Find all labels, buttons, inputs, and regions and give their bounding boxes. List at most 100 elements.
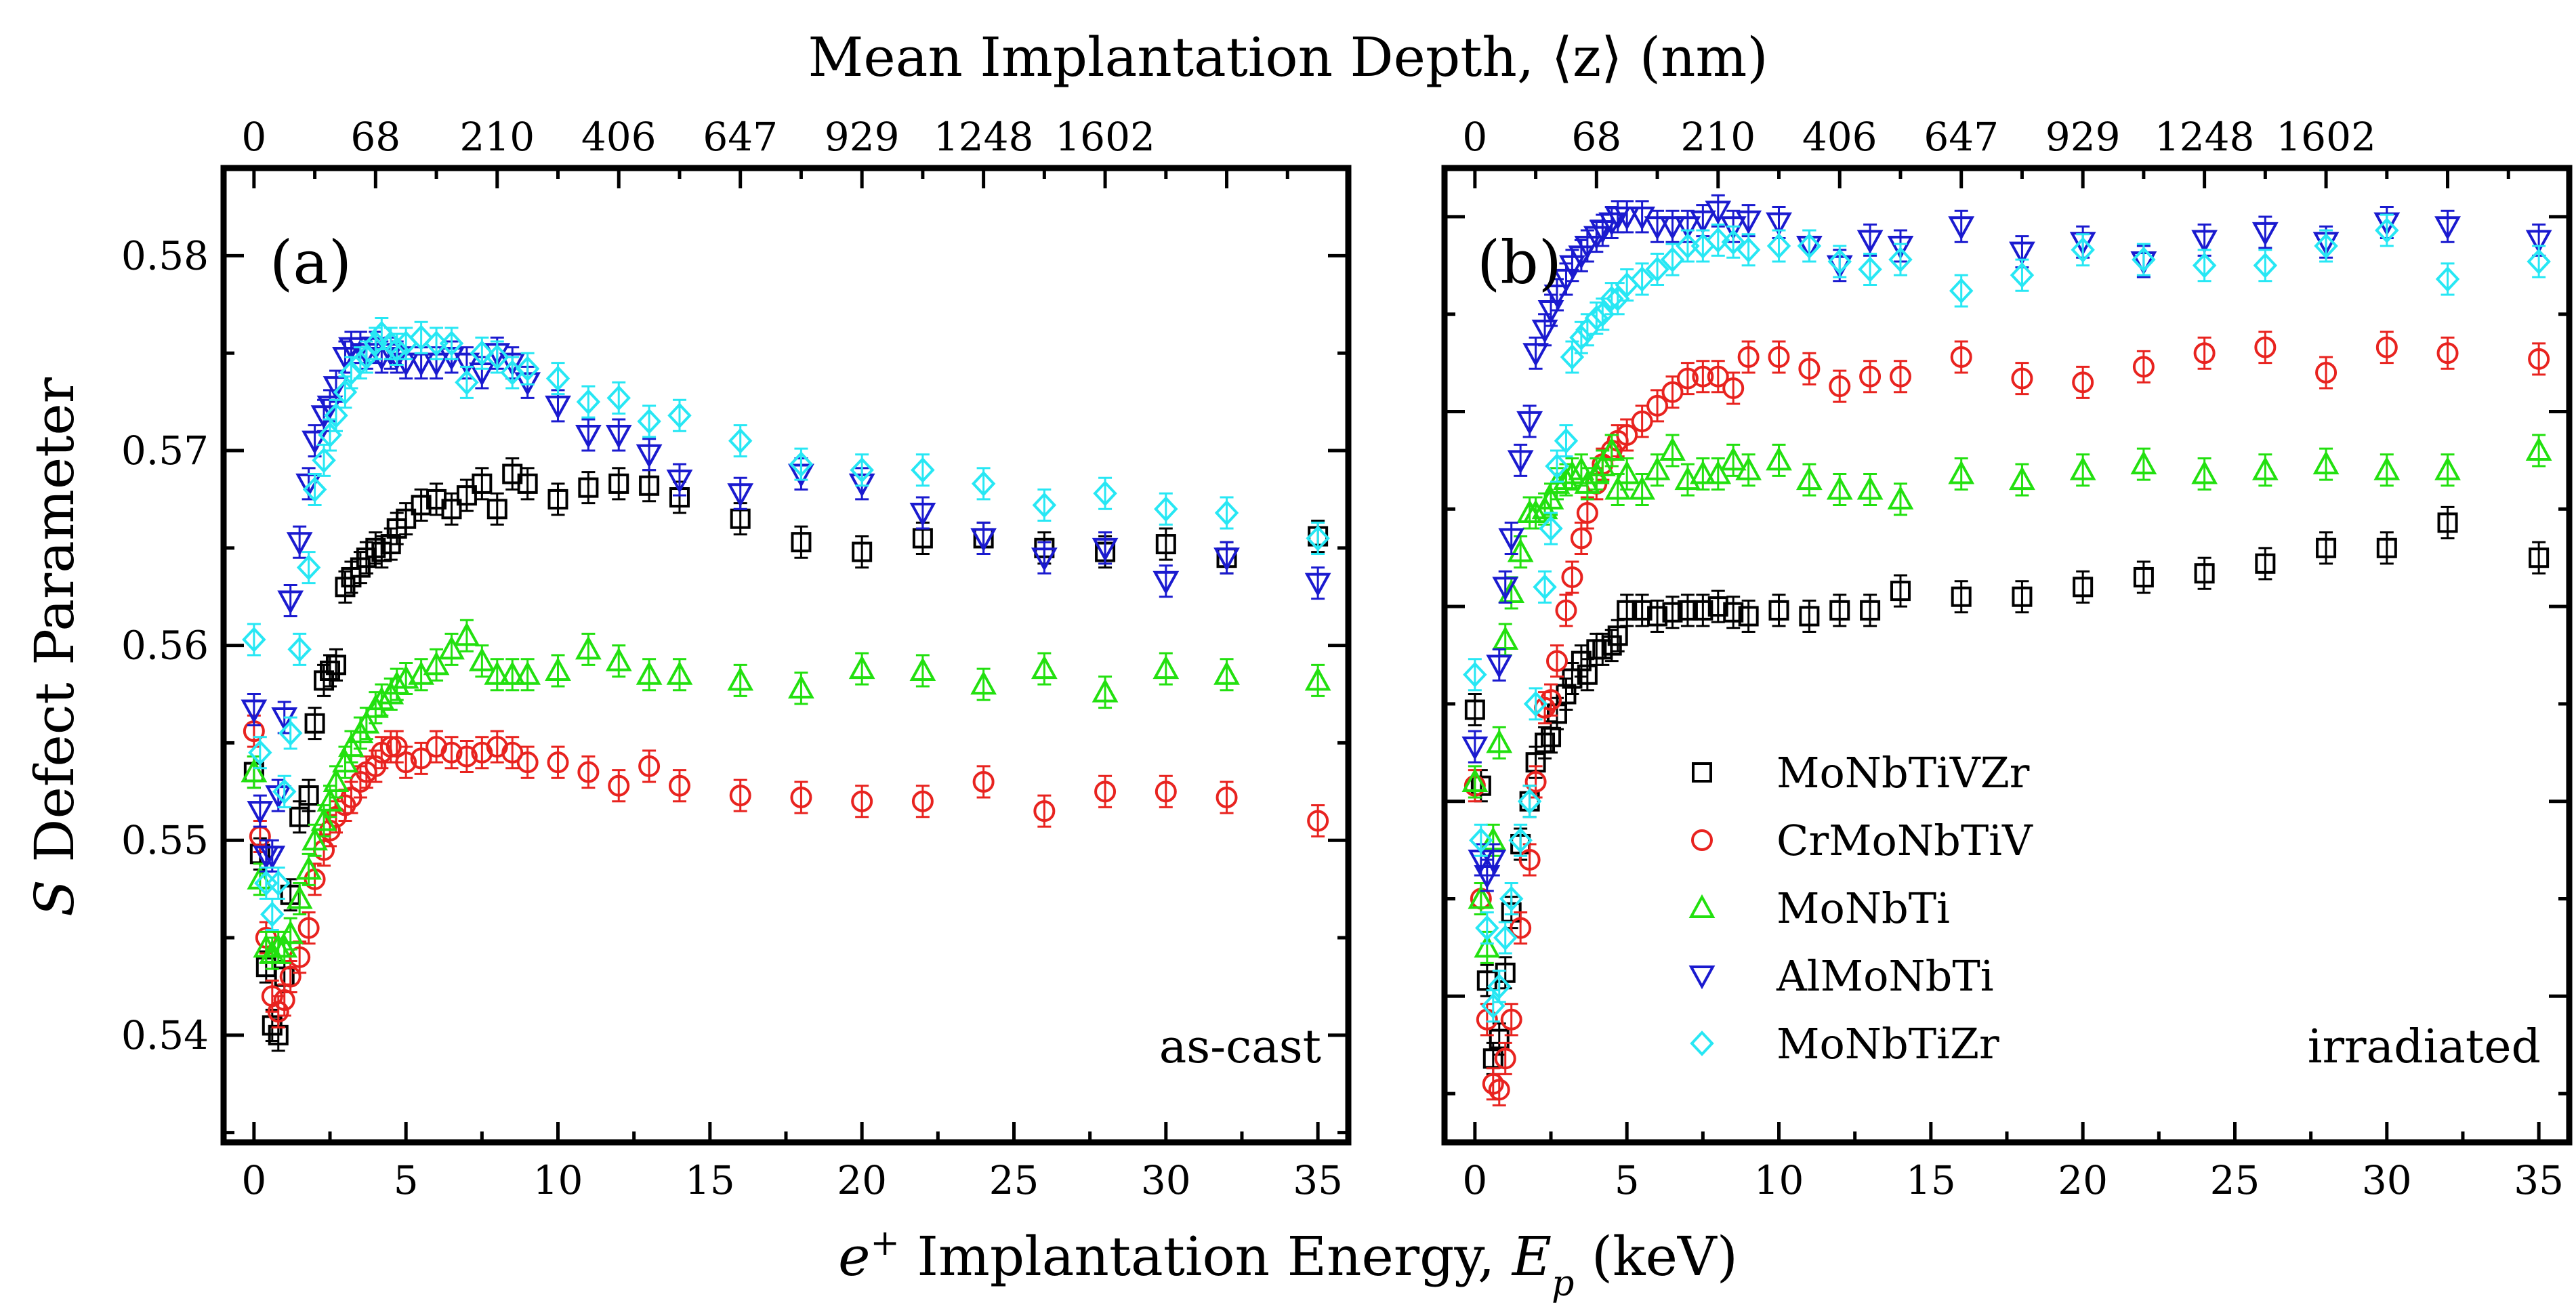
data-point bbox=[302, 827, 328, 851]
y-tick-label: 0.55 bbox=[121, 817, 209, 863]
data-point bbox=[2525, 230, 2552, 254]
data-point bbox=[911, 790, 934, 812]
error-bar bbox=[1580, 496, 1594, 530]
data-point bbox=[2315, 361, 2338, 383]
error-bar bbox=[1098, 774, 1113, 808]
top-tick-label: 1248 bbox=[2155, 114, 2255, 160]
error-bar bbox=[1680, 594, 1695, 627]
series-MoNbTiVZr bbox=[243, 457, 1329, 1052]
data-point bbox=[2253, 252, 2278, 278]
data-point bbox=[304, 713, 325, 734]
data-point bbox=[1576, 502, 1598, 524]
data-point bbox=[1856, 476, 1884, 500]
data-point bbox=[788, 674, 814, 699]
top-tick-label: 0 bbox=[241, 114, 266, 160]
data-point bbox=[1799, 606, 1820, 627]
error-bar bbox=[1574, 521, 1588, 555]
data-point bbox=[1887, 236, 1914, 260]
data-point bbox=[608, 473, 629, 494]
data-point bbox=[791, 532, 812, 553]
data-point bbox=[1629, 476, 1656, 500]
data-point bbox=[1555, 599, 1577, 621]
data-point bbox=[545, 657, 571, 682]
data-point bbox=[1948, 460, 1975, 484]
data-point bbox=[484, 661, 511, 685]
data-point bbox=[1304, 573, 1331, 597]
data-point bbox=[1533, 574, 1557, 600]
data-point bbox=[605, 647, 632, 671]
data-point bbox=[2375, 336, 2398, 358]
error-bar bbox=[444, 736, 459, 770]
data-point bbox=[1890, 581, 1911, 602]
data-point bbox=[1031, 547, 1058, 572]
error-bar bbox=[1037, 794, 1052, 828]
data-point bbox=[1559, 460, 1585, 484]
panel-a-frame bbox=[220, 165, 1352, 1146]
data-point bbox=[666, 470, 693, 494]
legend-marker bbox=[1692, 762, 1712, 783]
data-point bbox=[1644, 456, 1671, 480]
data-point bbox=[2010, 262, 2035, 289]
error-bar bbox=[2136, 560, 2151, 594]
data-point bbox=[515, 356, 540, 382]
error-bar bbox=[1833, 369, 1847, 403]
data-point bbox=[545, 395, 571, 420]
data-point bbox=[1213, 661, 1240, 685]
data-point bbox=[667, 402, 692, 429]
data-point bbox=[729, 785, 751, 807]
error-bar bbox=[2319, 531, 2333, 565]
data-point bbox=[1613, 460, 1640, 484]
error-bar bbox=[2015, 580, 2029, 614]
error-bar bbox=[612, 769, 626, 803]
error-bar bbox=[2440, 505, 2455, 539]
data-point bbox=[1487, 973, 1512, 999]
error-bar bbox=[1893, 574, 1907, 608]
error-bar bbox=[1480, 963, 1494, 997]
data-point bbox=[2009, 466, 2035, 491]
data-point bbox=[324, 402, 348, 429]
data-point bbox=[2191, 230, 2218, 254]
data-point bbox=[1522, 499, 1549, 524]
data-point bbox=[2194, 563, 2215, 584]
top-tick-label: 929 bbox=[2045, 114, 2121, 160]
data-point bbox=[326, 654, 346, 676]
data-point bbox=[1304, 667, 1331, 691]
error-bar bbox=[459, 478, 474, 512]
data-point bbox=[1590, 301, 1615, 327]
data-point bbox=[2525, 436, 2552, 461]
data-point bbox=[411, 495, 432, 516]
error-bar bbox=[612, 467, 626, 501]
bottom-axis-title-plus: + bbox=[870, 1223, 900, 1264]
data-point bbox=[365, 755, 387, 777]
data-point bbox=[576, 389, 601, 415]
data-point bbox=[312, 447, 336, 474]
data-point bbox=[1306, 525, 1330, 552]
series-MoNbTi bbox=[1461, 434, 2552, 964]
data-point bbox=[2436, 342, 2459, 365]
series-MoNbTiZr bbox=[242, 316, 1330, 932]
data-point bbox=[298, 785, 319, 806]
data-point bbox=[1531, 319, 1558, 344]
data-point bbox=[1598, 436, 1625, 461]
top-tick-label: 1602 bbox=[2276, 114, 2376, 160]
data-point bbox=[1545, 453, 1569, 479]
error-bar bbox=[1863, 594, 1877, 627]
data-point bbox=[1522, 343, 1549, 367]
data-point bbox=[1629, 266, 1655, 292]
data-point bbox=[1498, 528, 1525, 552]
error-bar bbox=[1772, 594, 1786, 627]
error-bar bbox=[1802, 599, 1816, 633]
data-point bbox=[1469, 827, 1493, 854]
error-bar bbox=[2380, 331, 2394, 365]
data-point bbox=[1461, 736, 1489, 761]
legend-entry: AlMoNbTi bbox=[1688, 951, 1994, 1001]
x-tick-label: 15 bbox=[685, 1157, 735, 1203]
data-point bbox=[636, 444, 663, 468]
data-point bbox=[339, 360, 364, 386]
data-point bbox=[277, 590, 304, 615]
data-point bbox=[455, 745, 478, 768]
data-point bbox=[516, 751, 539, 774]
top-tick-label: 0 bbox=[1462, 114, 1487, 160]
data-point bbox=[971, 470, 996, 497]
error-bar bbox=[1574, 644, 1588, 678]
